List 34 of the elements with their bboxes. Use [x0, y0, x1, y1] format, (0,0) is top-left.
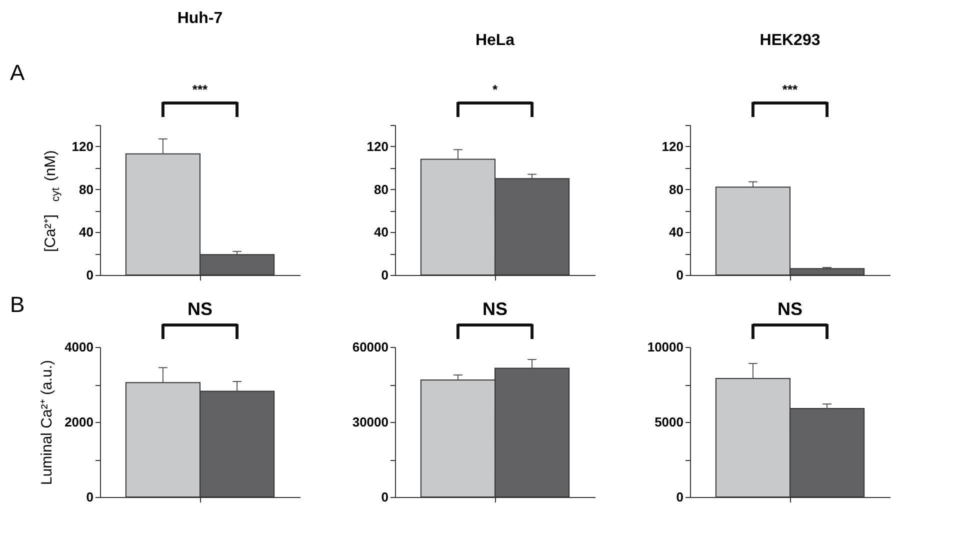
text: NS [777, 299, 803, 319]
chart-title: Huh-7 [177, 10, 223, 27]
text: *** [782, 82, 799, 97]
text: NS [187, 299, 213, 319]
y-tick-label: 120 [366, 138, 388, 154]
text: A [10, 60, 25, 85]
y-tick-label: 80 [669, 182, 684, 197]
y-tick-label: 120 [72, 138, 94, 154]
text: * [492, 82, 498, 97]
y-tick-label: 40 [669, 224, 684, 240]
y-tick-label: 40 [79, 224, 94, 240]
y-tick-label: 60000 [352, 340, 388, 354]
y-tick-label: 0 [676, 490, 684, 504]
y-tick-label: 0 [381, 490, 388, 504]
chart-title: HEK293 [760, 32, 820, 49]
text: NS [482, 299, 508, 319]
text: *** [192, 82, 209, 97]
y-tick-label: 0 [86, 490, 94, 504]
y-tick-label: 120 [662, 138, 684, 154]
y-tick-label: 0 [676, 268, 684, 282]
y-axis-title: [Ca²⁺]cyt (nM) [42, 150, 62, 252]
text: B [10, 292, 25, 317]
y-tick-label: 0 [86, 268, 94, 282]
y-tick-label: 10000 [647, 340, 684, 354]
y-tick-label: 40 [374, 224, 388, 240]
y-tick-label: 4000 [64, 340, 94, 354]
chart-title: HeLa [475, 32, 515, 49]
y-tick-label: 30000 [352, 414, 388, 430]
y-tick-label: 80 [79, 182, 94, 197]
y-tick-label: 5000 [654, 414, 684, 430]
y-tick-label: 2000 [64, 414, 94, 430]
y-tick-label: 80 [374, 182, 388, 197]
y-axis-title: Luminal Ca²⁺ (a.u.) [38, 360, 56, 486]
y-tick-label: 0 [381, 268, 388, 282]
